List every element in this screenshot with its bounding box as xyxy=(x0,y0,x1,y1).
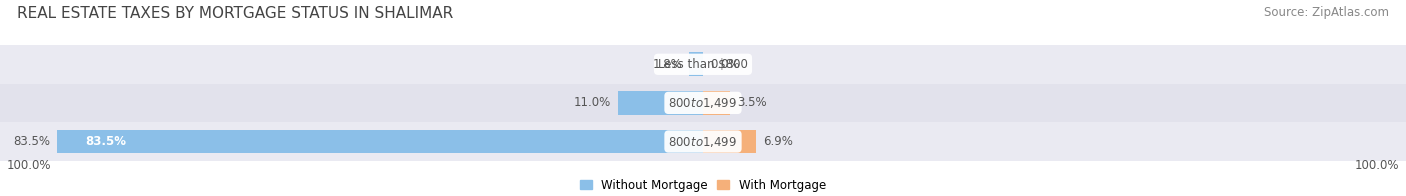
Text: 3.5%: 3.5% xyxy=(737,96,766,109)
Text: $800 to $1,499: $800 to $1,499 xyxy=(668,134,738,149)
Bar xyxy=(689,52,703,76)
Text: Less than $800: Less than $800 xyxy=(658,58,748,71)
Text: 1.8%: 1.8% xyxy=(652,58,682,71)
Text: 83.5%: 83.5% xyxy=(86,135,127,148)
Text: REAL ESTATE TAXES BY MORTGAGE STATUS IN SHALIMAR: REAL ESTATE TAXES BY MORTGAGE STATUS IN … xyxy=(17,6,453,21)
Bar xyxy=(703,91,730,115)
Text: $800 to $1,499: $800 to $1,499 xyxy=(668,96,738,110)
Text: 11.0%: 11.0% xyxy=(574,96,612,109)
Bar xyxy=(0,84,1406,122)
Bar xyxy=(703,130,756,153)
Text: 83.5%: 83.5% xyxy=(13,135,51,148)
Bar xyxy=(0,122,1406,161)
Legend: Without Mortgage, With Mortgage: Without Mortgage, With Mortgage xyxy=(575,174,831,196)
Text: 100.0%: 100.0% xyxy=(1354,159,1399,172)
Text: 0.0%: 0.0% xyxy=(710,58,740,71)
Text: 100.0%: 100.0% xyxy=(7,159,52,172)
Bar xyxy=(619,91,703,115)
Bar xyxy=(0,45,1406,84)
Text: 6.9%: 6.9% xyxy=(763,135,793,148)
Text: Source: ZipAtlas.com: Source: ZipAtlas.com xyxy=(1264,6,1389,19)
Bar xyxy=(58,130,703,153)
